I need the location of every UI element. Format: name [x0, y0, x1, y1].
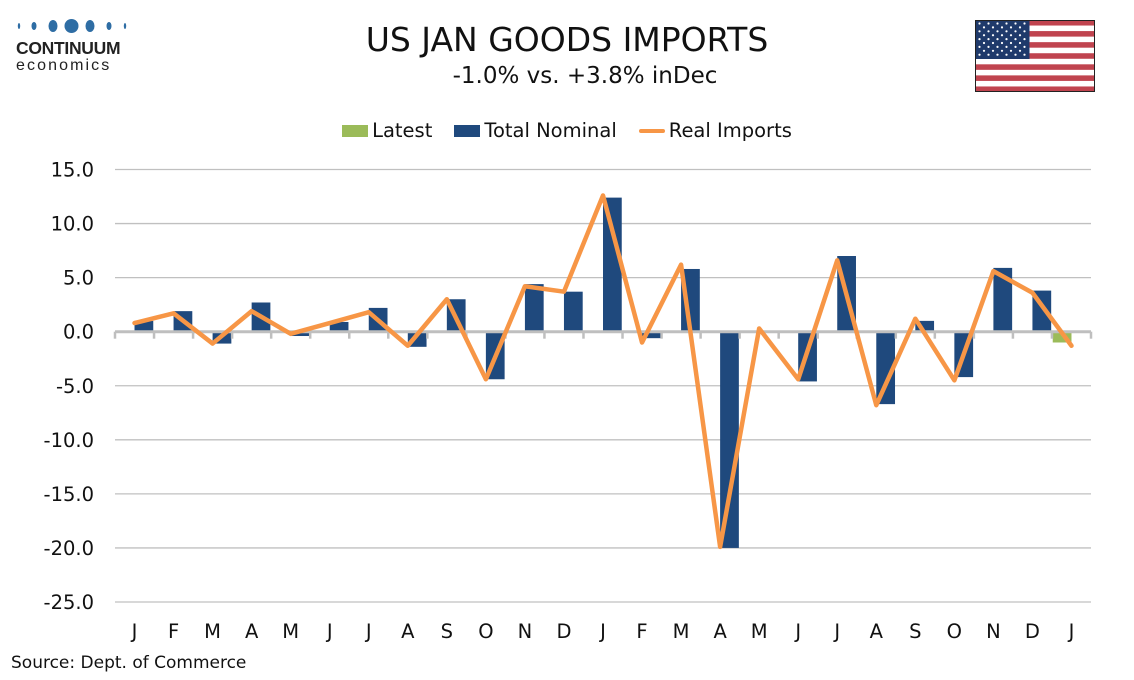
y-tick-label: 5.0	[63, 267, 94, 290]
real-imports-line	[132, 193, 1074, 550]
bar-latest	[1052, 331, 1072, 343]
logo-subtitle: economics	[16, 57, 112, 74]
bar-total-nominal	[993, 267, 1013, 332]
x-tick-label: M	[204, 620, 221, 643]
chart-title: US JAN GOODS IMPORTS	[365, 20, 769, 59]
y-tick-label: -15.0	[44, 483, 94, 506]
bar-total-nominal	[876, 331, 896, 405]
logo-dots-icon	[17, 19, 127, 33]
gridlines	[115, 168, 1091, 603]
bar-total-nominal	[720, 331, 739, 548]
x-tick-label: M	[673, 620, 690, 643]
x-tick-label: A	[713, 620, 727, 643]
y-tick-label: -5.0	[56, 375, 94, 398]
x-tick-label: O	[947, 620, 962, 643]
legend-item-total-nominal: Total Nominal	[454, 119, 617, 142]
x-tick-label: J	[130, 620, 138, 643]
bars	[134, 197, 1072, 548]
bar-total-nominal	[603, 197, 622, 332]
x-tick-label: J	[598, 620, 606, 643]
x-tick-label: D	[1025, 620, 1040, 643]
x-axis	[113, 330, 1093, 339]
legend-label-total-nominal: Total Nominal	[484, 119, 617, 142]
x-tick-label: F	[636, 620, 647, 643]
x-tick-label: J	[1067, 620, 1075, 643]
x-tick-label: N	[986, 620, 1001, 643]
y-tick-label: 15.0	[51, 159, 94, 182]
legend-label-real-imports: Real Imports	[668, 119, 792, 142]
bar-total-nominal	[563, 291, 583, 332]
bar-total-nominal	[329, 321, 349, 332]
legend-swatch-real-imports	[638, 128, 665, 133]
x-tick-label: A	[870, 620, 884, 643]
y-tick-label: -20.0	[44, 537, 94, 560]
y-tick-label: -25.0	[44, 591, 94, 614]
continuum-economics-logo: CONTINUUM economics	[14, 14, 134, 76]
x-tick-label: O	[478, 620, 493, 643]
bar-total-nominal	[642, 331, 661, 339]
legend-item-real-imports: Real Imports	[638, 119, 792, 142]
x-tick-label: A	[245, 620, 259, 643]
x-tick-label: N	[518, 620, 533, 643]
x-tick-label: A	[401, 620, 415, 643]
logo-name: CONTINUUM	[16, 38, 121, 58]
bar-total-nominal	[290, 331, 310, 337]
x-tick-label: F	[168, 620, 179, 643]
chart-subtitle: -1.0% vs. +3.8% inDec	[452, 63, 718, 89]
legend-swatch-total-nominal	[454, 124, 481, 137]
x-tick-label: M	[282, 620, 299, 643]
bar-total-nominal	[915, 320, 935, 332]
x-tick-label: M	[751, 620, 768, 643]
legend-label-latest: Latest	[372, 119, 433, 142]
x-tick-label: J	[325, 620, 333, 643]
x-tick-label: J	[793, 620, 801, 643]
x-tick-label: S	[909, 620, 921, 643]
legend-swatch-latest	[342, 124, 369, 137]
bar-total-nominal	[524, 284, 544, 332]
us-flag-icon	[975, 20, 1095, 92]
y-tick-label: 10.0	[51, 213, 94, 236]
x-tick-label: J	[832, 620, 840, 643]
source-note: Source: Dept. of Commerce	[11, 653, 247, 673]
y-axis-ticks: 15.0 10.0 5.0 0.0 -5.0 -10.0 -15.0 -20.0 -25.0	[44, 159, 94, 615]
bar-total-nominal	[134, 320, 154, 332]
x-tick-label: S	[441, 620, 453, 643]
x-tick-label: J	[364, 620, 372, 643]
x-tick-label: D	[556, 620, 571, 643]
y-tick-label: -10.0	[44, 429, 94, 452]
legend-item-latest: Latest	[342, 119, 432, 142]
chart-legend: Latest Total Nominal Real Imports	[0, 119, 1134, 142]
y-tick-label: 0.0	[63, 321, 94, 344]
